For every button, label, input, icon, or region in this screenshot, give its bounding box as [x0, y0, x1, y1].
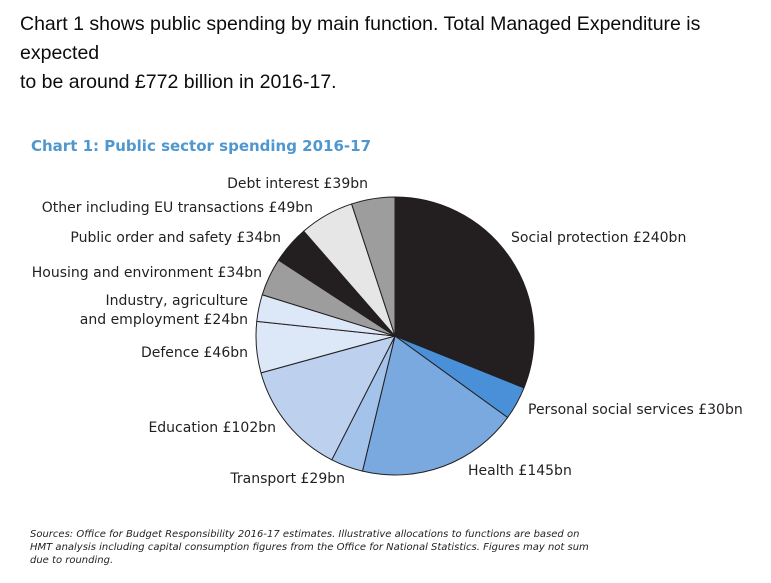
pie-label-public-order-and-safety: Public order and safety £34bn — [70, 230, 281, 246]
pie-label-personal-social-services: Personal social services £30bn — [528, 402, 743, 418]
pie-label-social-protection: Social protection £240bn — [511, 230, 686, 246]
pie-slices — [255, 196, 535, 476]
intro-line-2: to be around £772 billion in 2016-17. — [20, 71, 337, 93]
pie-label-other-including-eu-transactions: Other including EU transactions £49bn — [42, 200, 313, 216]
intro-line-1: Chart 1 shows public spending by main fu… — [20, 13, 701, 64]
pie-label-defence: Defence £46bn — [141, 345, 248, 361]
pie-slice-debt-interest — [351, 196, 396, 337]
pie-label-industry-agriculture-and-employment: Industry, agriculture and employment £24b… — [80, 293, 248, 328]
pie-label-education: Education £102bn — [148, 420, 276, 436]
pie-label-housing-and-environment: Housing and environment £34bn — [32, 265, 262, 281]
chart-title: Chart 1: Public sector spending 2016-17 — [31, 137, 372, 155]
intro-text: Chart 1 shows public spending by main fu… — [20, 10, 760, 97]
pie-slice-social-protection — [394, 196, 535, 389]
pie-slice-education — [260, 335, 396, 461]
pie-label-transport: Transport £29bn — [229, 471, 345, 487]
pie-labels: Social protection £240bn Personal social … — [32, 176, 743, 487]
pie-slice-health — [362, 335, 509, 476]
sources-note: Sources: Office for Budget Responsibilit… — [30, 529, 589, 566]
pie-label-health: Health £145bn — [468, 463, 572, 479]
pie-label-debt-interest: Debt interest £39bn — [227, 176, 368, 192]
